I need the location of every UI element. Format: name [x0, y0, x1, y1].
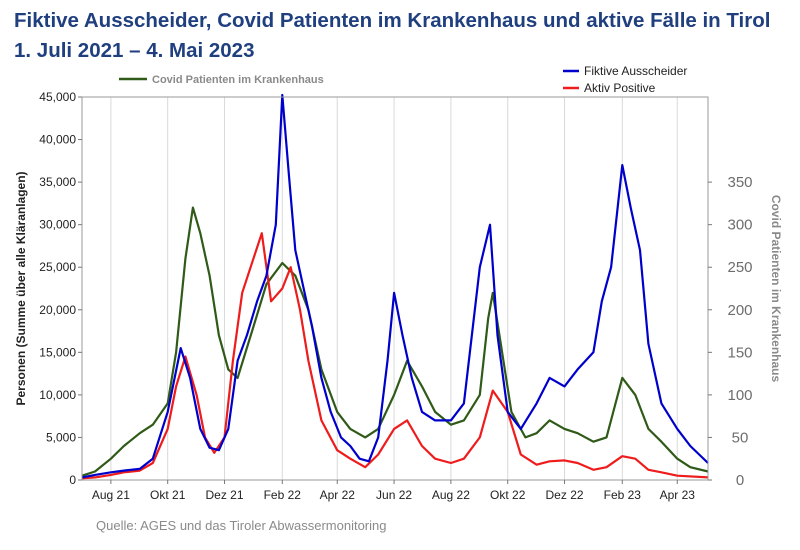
- y-right-tick-label: 250: [727, 259, 752, 276]
- y-left-tick-label: 10,000: [39, 388, 76, 402]
- x-tick-label: Feb 22: [264, 488, 302, 502]
- y-left-tick-label: 0: [69, 473, 76, 487]
- y-right-tick-label: 350: [727, 174, 752, 191]
- y-right-tick-label: 0: [736, 472, 744, 489]
- y-right-axis-label: Covid Patienten im Krankenhaus: [769, 195, 783, 383]
- plot-frame: [81, 96, 709, 481]
- y-right-tick-label: 200: [727, 302, 752, 319]
- y-left-axis-label: Personen (Summe über alle Kläranlagen): [14, 171, 28, 405]
- x-tick-label: Okt 21: [150, 488, 186, 502]
- x-tick-label: Aug 22: [432, 488, 470, 502]
- y-left-tick-label: 30,000: [39, 218, 76, 232]
- series-line-fiktive-ausscheider: [81, 93, 709, 479]
- legend: Covid Patienten im Krankenhaus Fiktive Au…: [119, 64, 687, 95]
- y-left-tick-label: 5,000: [46, 430, 76, 444]
- x-tick-label: Okt 22: [490, 488, 526, 502]
- y-right-tick-label: 100: [727, 387, 752, 404]
- y-left-tick-label: 40,000: [39, 133, 76, 147]
- y-left-tick-label: 15,000: [39, 345, 76, 359]
- source-note: Quelle: AGES und das Tiroler Abwassermon…: [96, 518, 387, 533]
- title-line-2: 1. Juli 2021 – 4. Mai 2023: [14, 39, 255, 62]
- legend-label-aktiv: Aktiv Positive: [584, 81, 656, 95]
- legend-label-hospital: Covid Patienten im Krankenhaus: [152, 74, 324, 86]
- chart-title: Fiktive Ausscheider, Covid Patienten im …: [14, 6, 770, 66]
- y-left-tick-label: 20,000: [39, 303, 76, 317]
- x-tick-label: Aug 21: [92, 488, 130, 502]
- series-lines: [81, 93, 709, 480]
- series-line-covid-patienten-im-krankenhaus: [81, 206, 709, 477]
- x-tick-label: Dez 21: [206, 488, 244, 502]
- grid: [110, 97, 678, 480]
- x-tick-label: Dez 22: [546, 488, 584, 502]
- x-tick-label: Feb 23: [604, 488, 642, 502]
- axes: 0 5,000 10,000 15,000 20,000 25,000 30,000 35,0…: [14, 90, 783, 502]
- y-right-tick-label: 50: [732, 429, 749, 446]
- x-tick-label: Apr 22: [320, 488, 356, 502]
- legend-label-ausscheider: Fiktive Ausscheider: [584, 64, 687, 78]
- x-tick-label: Jun 22: [376, 488, 412, 502]
- y-right-tick-label: 150: [727, 344, 752, 361]
- title-line-1: Fiktive Ausscheider, Covid Patienten im …: [14, 9, 771, 32]
- y-left-tick-label: 35,000: [39, 175, 76, 189]
- x-tick-label: Apr 23: [660, 488, 696, 502]
- y-left-tick-label: 25,000: [39, 260, 76, 274]
- y-left-tick-label: 45,000: [39, 90, 76, 104]
- series-line-aktiv-positive: [81, 232, 709, 480]
- y-right-tick-label: 300: [727, 217, 752, 234]
